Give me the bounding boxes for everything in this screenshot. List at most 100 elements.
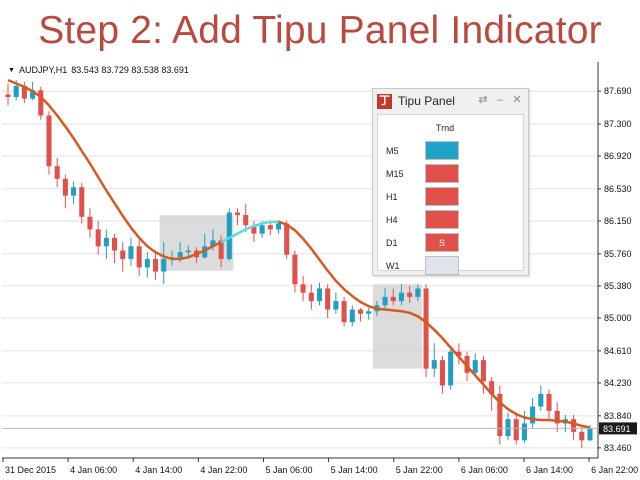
ma-line xyxy=(278,220,591,429)
trend-column-header: Trnd xyxy=(435,123,455,133)
panel-title: Tipu Panel xyxy=(398,94,455,108)
trend-row-h1: H1 xyxy=(378,187,523,209)
trend-indicator[interactable] xyxy=(425,141,459,160)
candle-body xyxy=(456,351,462,356)
candle-body xyxy=(128,246,134,259)
candle-body xyxy=(530,406,536,424)
candle-body xyxy=(284,223,290,255)
candle-body xyxy=(210,240,216,247)
candle-body xyxy=(349,309,355,323)
ma-line xyxy=(7,78,222,261)
candle-body xyxy=(103,237,109,247)
time-tick-label: 6 Jan 22:00 xyxy=(591,465,638,475)
tipu-panel[interactable]: 丁 Tipu Panel ⇄ – ✕ Trnd M5 M15 H1 H4 D1 … xyxy=(372,88,529,276)
time-tick-label: 6 Jan 14:00 xyxy=(526,465,573,475)
candle-body xyxy=(415,288,421,297)
trend-row-m15: M15 xyxy=(378,164,523,186)
trend-indicator[interactable] xyxy=(425,164,459,183)
refresh-icon[interactable]: ⇄ xyxy=(478,94,488,106)
candle-body xyxy=(513,419,519,441)
price-tick-label: 86.920 xyxy=(604,151,632,161)
trend-indicator[interactable] xyxy=(425,187,459,206)
price-tick-label: 87.300 xyxy=(604,119,632,129)
price-tick-label: 86.530 xyxy=(604,184,632,194)
chart-canvas[interactable]: 87.690 87.300 86.920 86.530 86.150 85.760 85.3… xyxy=(0,62,640,480)
candle-body xyxy=(423,288,429,369)
candle-body xyxy=(136,246,142,268)
price-tick-label: 84.230 xyxy=(604,378,632,388)
candle-body xyxy=(571,419,577,432)
time-tick-label: 31 Dec 2015 xyxy=(5,465,56,475)
candle-body xyxy=(71,187,77,196)
candle-body xyxy=(259,225,265,234)
time-tick-label: 6 Jan 06:00 xyxy=(461,465,508,475)
candle-body xyxy=(554,410,560,424)
page-headline: Step 2: Add Tipu Panel Indicator xyxy=(38,9,602,52)
time-tick-label: 4 Jan 14:00 xyxy=(135,465,182,475)
candle-body xyxy=(292,254,298,285)
candle-body xyxy=(366,311,372,314)
current-price-tag xyxy=(599,422,637,435)
trend-indicator[interactable] xyxy=(425,210,459,229)
price-tick-label: 85.760 xyxy=(604,249,632,259)
candle-body xyxy=(112,237,118,251)
candle-body xyxy=(267,225,273,230)
candle-body xyxy=(472,360,478,373)
candle-body xyxy=(218,240,224,259)
trend-indicator[interactable] xyxy=(425,256,459,275)
candle-body xyxy=(54,166,60,179)
trend-row-d1: D1 S xyxy=(378,233,523,255)
candle-body xyxy=(480,360,486,382)
candle-body xyxy=(448,351,454,386)
price-tick-label: 83.840 xyxy=(604,411,632,421)
candle-body xyxy=(546,393,552,411)
candle-body xyxy=(333,301,339,310)
candle-body xyxy=(5,94,11,97)
time-tick-label: 4 Jan 22:00 xyxy=(200,465,247,475)
price-tick-label: 83.460 xyxy=(604,443,632,453)
candle-body xyxy=(153,258,159,272)
price-tick-label: 87.690 xyxy=(604,86,632,96)
consolidation-zone xyxy=(372,284,422,369)
price-tick-label: 84.610 xyxy=(604,346,632,356)
trend-row-m5: M5 xyxy=(378,141,523,163)
candle-body xyxy=(341,301,347,323)
candle-body xyxy=(87,216,93,230)
candle-body xyxy=(308,292,314,302)
candle-body xyxy=(21,86,27,99)
panel-titlebar[interactable]: 丁 Tipu Panel ⇄ – ✕ xyxy=(373,89,528,113)
price-tick-label: 85.380 xyxy=(604,281,632,291)
price-tick-label: 85.000 xyxy=(604,313,632,323)
candle-body xyxy=(79,187,85,217)
candle-body xyxy=(316,288,323,302)
candle-body xyxy=(144,258,150,268)
candle-body xyxy=(62,178,68,196)
candle-body xyxy=(46,115,52,167)
candle-body xyxy=(497,393,503,437)
candle-body xyxy=(251,225,257,234)
candle-body xyxy=(243,215,249,226)
ma-line-highlight xyxy=(220,220,279,244)
chart-quote: 83.543 83.729 83.538 83.691 xyxy=(71,65,189,75)
close-icon[interactable]: ✕ xyxy=(512,94,522,106)
price-chart[interactable]: 87.690 87.300 86.920 86.530 86.150 85.760 85.3… xyxy=(0,62,640,480)
time-tick-label: 5 Jan 22:00 xyxy=(396,465,443,475)
candle-body xyxy=(431,360,437,369)
time-tick-label: 4 Jan 06:00 xyxy=(70,465,117,475)
candle-body xyxy=(120,250,126,259)
candle-body xyxy=(382,296,388,306)
candle-body xyxy=(505,419,511,437)
candle-body xyxy=(275,223,282,230)
candle-body xyxy=(95,229,101,247)
candle-body xyxy=(390,296,396,302)
trend-row-h4: H4 xyxy=(378,210,523,232)
minimize-icon[interactable]: – xyxy=(496,94,504,106)
candle-body xyxy=(439,360,445,386)
candle-body xyxy=(538,393,544,407)
time-tick-label: 5 Jan 06:00 xyxy=(265,465,312,475)
panel-body: Trnd M5 M15 H1 H4 D1 S W1 xyxy=(377,114,524,275)
timeframe-label: H1 xyxy=(386,192,398,202)
candle-body xyxy=(300,284,306,293)
candle-body xyxy=(226,212,232,259)
trend-indicator[interactable]: S xyxy=(425,233,459,252)
